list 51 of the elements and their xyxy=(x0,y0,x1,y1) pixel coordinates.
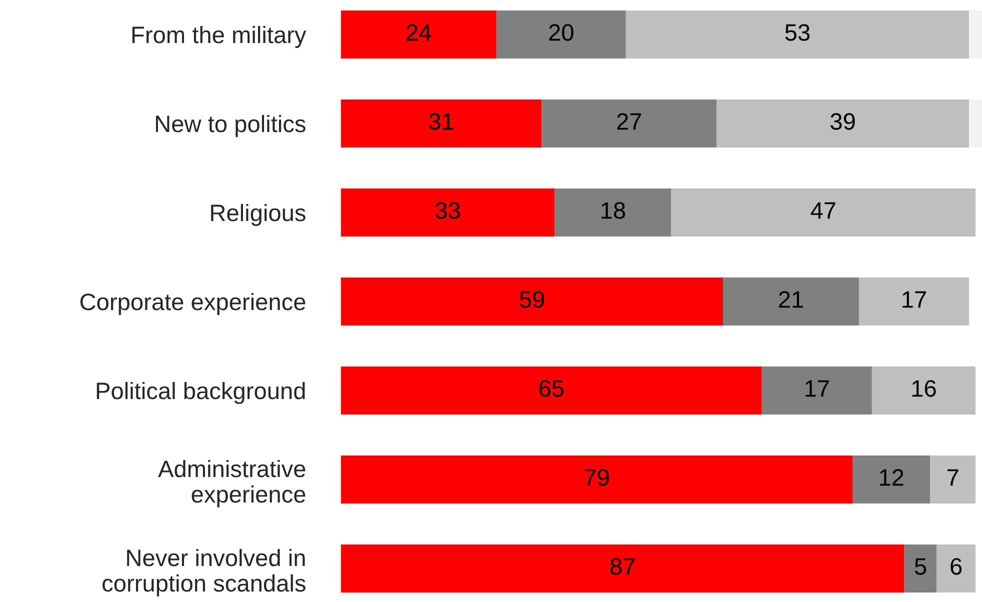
bar xyxy=(969,10,982,59)
data-label: 21 xyxy=(779,291,803,308)
data-label: 24 xyxy=(406,24,432,41)
data-label: 47 xyxy=(810,202,836,219)
bar xyxy=(872,366,976,415)
bar xyxy=(341,10,496,59)
bar xyxy=(341,188,555,237)
y-tick-label: From the military xyxy=(132,26,306,48)
data-label: 39 xyxy=(830,113,855,130)
bar xyxy=(341,544,904,593)
data-label: 59 xyxy=(520,291,544,308)
data-label: 17 xyxy=(902,291,926,308)
data-label: 33 xyxy=(436,202,460,219)
y-tick-label: Never involved in corruption scandals xyxy=(102,548,306,596)
data-label: 12 xyxy=(880,469,904,486)
data-label: 31 xyxy=(429,113,454,130)
data-label: 79 xyxy=(584,469,609,486)
data-label: 16 xyxy=(912,380,936,397)
y-tick-label: Political background xyxy=(96,382,305,404)
y-tick-label: New to politics xyxy=(156,114,306,137)
data-label: 7 xyxy=(948,469,958,486)
data-label: 17 xyxy=(806,380,829,397)
bar xyxy=(341,455,853,504)
y-tick-label: Religious xyxy=(211,204,306,226)
bar xyxy=(554,188,672,237)
data-label: 27 xyxy=(617,113,642,130)
bar xyxy=(341,366,762,415)
y-tick-label: Administrative experience xyxy=(158,460,306,508)
bar xyxy=(723,277,859,326)
bar xyxy=(542,99,717,148)
bar xyxy=(762,366,872,415)
data-label: 65 xyxy=(540,380,564,397)
bar xyxy=(341,277,724,326)
bar xyxy=(904,544,937,593)
bar xyxy=(671,188,976,237)
data-label: 18 xyxy=(602,202,626,219)
bar xyxy=(341,99,542,148)
bar xyxy=(716,99,970,148)
data-label: 53 xyxy=(785,24,810,41)
bar xyxy=(930,455,976,504)
data-label: 87 xyxy=(610,558,635,575)
bar xyxy=(936,544,976,593)
bar xyxy=(496,10,626,59)
y-tick-label: Corporate experience xyxy=(80,292,306,315)
bar xyxy=(626,10,970,59)
data-label: 20 xyxy=(549,24,574,41)
data-label: 5 xyxy=(914,558,926,575)
bar xyxy=(969,99,982,148)
bar xyxy=(858,277,970,326)
bar xyxy=(852,455,930,504)
data-label: 6 xyxy=(950,558,962,575)
